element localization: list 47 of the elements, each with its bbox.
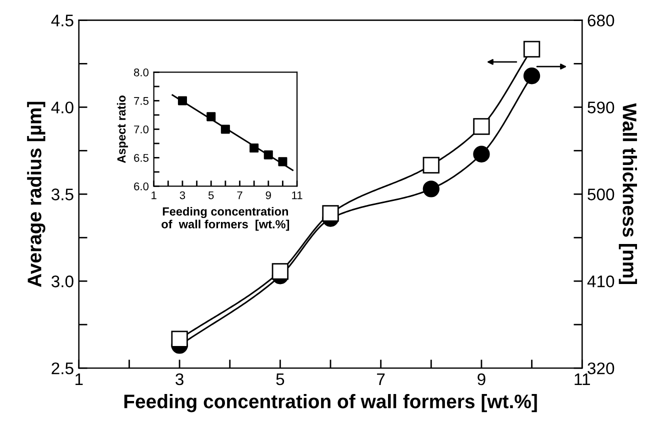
y-tick-label: 7.5 bbox=[134, 97, 148, 105]
x-tick-label: 1 bbox=[152, 191, 156, 200]
point bbox=[422, 156, 440, 174]
x-tick-label: 11 bbox=[292, 191, 302, 200]
x-axis-title: Feeding concentration of wall formers [wt.%] bbox=[124, 394, 537, 412]
y-axis-title: Aspect ratio bbox=[116, 96, 128, 164]
x-tick-label: 7 bbox=[237, 191, 242, 200]
y-tick-label: 4.5 bbox=[51, 14, 74, 26]
y-tick-label: 6.0 bbox=[134, 182, 149, 190]
point bbox=[250, 144, 259, 153]
point bbox=[206, 112, 216, 122]
point bbox=[523, 40, 540, 58]
x-tick-label: 1 bbox=[76, 374, 83, 386]
point bbox=[272, 263, 289, 280]
y2-tick-label: 500 bbox=[588, 188, 614, 200]
x-tick-label: 9 bbox=[266, 191, 271, 200]
x-tick-label: 5 bbox=[276, 374, 284, 386]
x-tick-label: 11 bbox=[574, 374, 590, 386]
x-tick-label: 3 bbox=[180, 191, 186, 200]
y-tick-label: 3.5 bbox=[52, 188, 74, 200]
x-tick-label: 9 bbox=[478, 373, 486, 386]
point bbox=[264, 150, 273, 160]
point bbox=[473, 118, 490, 135]
x-tick-label: 3 bbox=[176, 373, 184, 386]
x-axis-title: Feeding concentration of wall formers [wt.%] bbox=[162, 206, 290, 231]
y-tick-label: 2.5 bbox=[52, 362, 74, 374]
y-tick-label: 6.5 bbox=[134, 154, 148, 162]
point bbox=[422, 180, 440, 198]
y-axis-title: Average radius [µm] bbox=[27, 102, 46, 287]
y2-tick-label: 590 bbox=[588, 102, 614, 114]
y2-axis-title: Wall thickness [nm] bbox=[618, 103, 637, 284]
y-tick-label: 7.0 bbox=[134, 125, 149, 134]
point bbox=[473, 146, 490, 162]
y-tick-label: 4.0 bbox=[51, 102, 74, 114]
point bbox=[278, 157, 288, 166]
y-tick-label: 8.0 bbox=[134, 68, 149, 76]
point bbox=[171, 330, 188, 348]
point bbox=[178, 96, 187, 106]
point bbox=[523, 68, 540, 84]
y2-tick-label: 680 bbox=[588, 14, 614, 26]
x-tick-label: 5 bbox=[208, 191, 214, 200]
y-tick-label: 3.0 bbox=[52, 276, 74, 288]
point bbox=[322, 205, 339, 222]
y2-tick-label: 320 bbox=[588, 362, 614, 374]
y2-tick-label: 410 bbox=[587, 276, 614, 288]
x-tick-label: 7 bbox=[377, 374, 385, 386]
point bbox=[220, 124, 230, 134]
